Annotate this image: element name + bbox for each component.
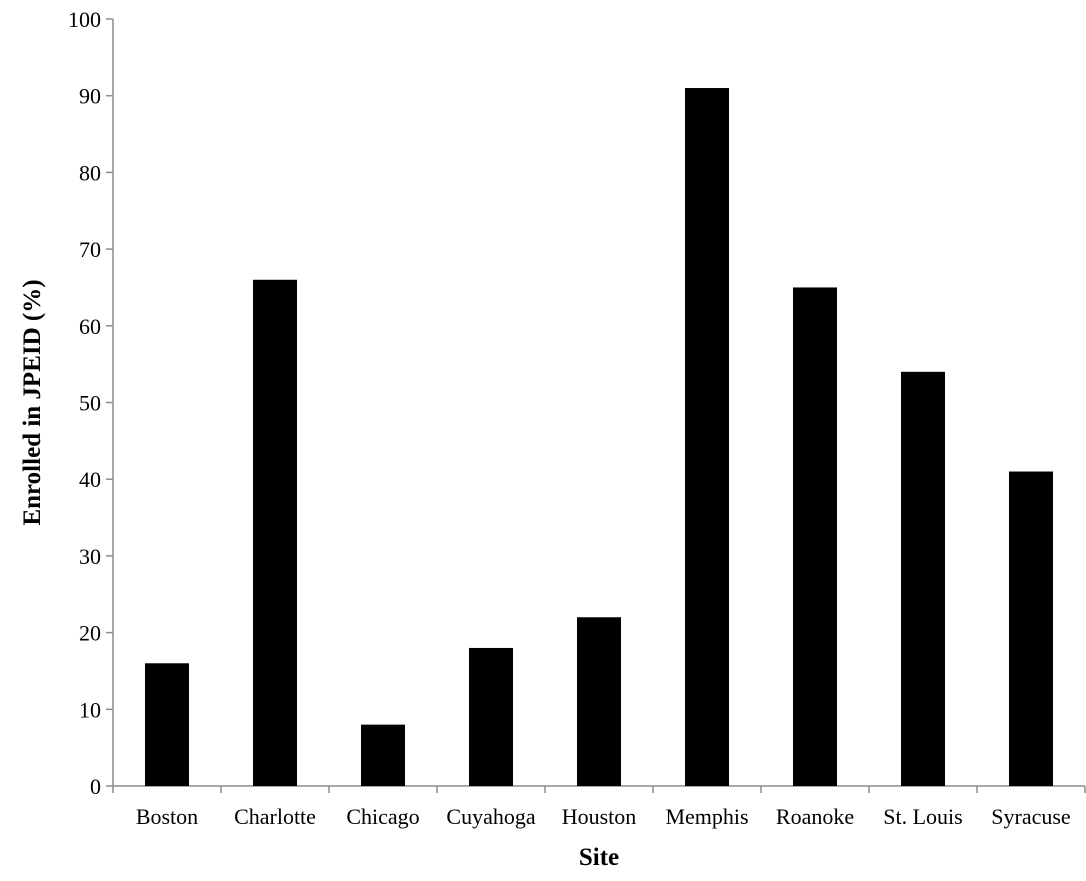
y-tick-labels: 0 10 20 30 40 50 60 70 80 90 100: [68, 7, 101, 799]
y-tick-label: 100: [68, 7, 101, 32]
x-tick-label: Memphis: [665, 804, 748, 829]
y-tick-label: 20: [79, 621, 101, 646]
y-tick-label: 90: [79, 84, 101, 109]
x-ticks: [112, 786, 1086, 793]
y-tick-label: 40: [79, 467, 101, 492]
bar-cuyahoga: [469, 647, 513, 786]
x-tick-labels: Boston Charlotte Chicago Cuyahoga Houston Mem…: [136, 804, 1071, 829]
x-tick-label: Chicago: [346, 804, 419, 829]
bar-houston: [577, 617, 621, 786]
y-axis-title: Enrolled in JPEID (%): [19, 279, 46, 525]
bar-boston: [145, 663, 189, 786]
bar-roanoke: [793, 287, 837, 786]
x-tick-label: Roanoke: [776, 804, 854, 829]
x-tick-label: St. Louis: [883, 804, 962, 829]
bars: [145, 88, 1053, 786]
bar-chicago: [361, 724, 405, 786]
y-tick-label: 60: [79, 314, 101, 339]
y-tick-label: 70: [79, 237, 101, 262]
x-axis-title: Site: [579, 844, 619, 871]
x-tick-label: Boston: [136, 804, 198, 829]
bar-charlotte: [253, 279, 297, 786]
y-ticks: [106, 18, 113, 787]
x-tick-label: Syracuse: [991, 804, 1070, 829]
y-tick-label: 30: [79, 544, 101, 569]
x-tick-label: Charlotte: [234, 804, 316, 829]
y-tick-label: 80: [79, 160, 101, 185]
bar-memphis: [685, 88, 729, 786]
y-tick-label: 0: [90, 774, 101, 799]
y-tick-label: 50: [79, 391, 101, 416]
bar-st-louis: [901, 371, 945, 786]
y-tick-label: 10: [79, 697, 101, 722]
bar-syracuse: [1009, 471, 1053, 786]
x-tick-label: Cuyahoga: [446, 804, 535, 829]
x-tick-label: Houston: [562, 804, 637, 829]
